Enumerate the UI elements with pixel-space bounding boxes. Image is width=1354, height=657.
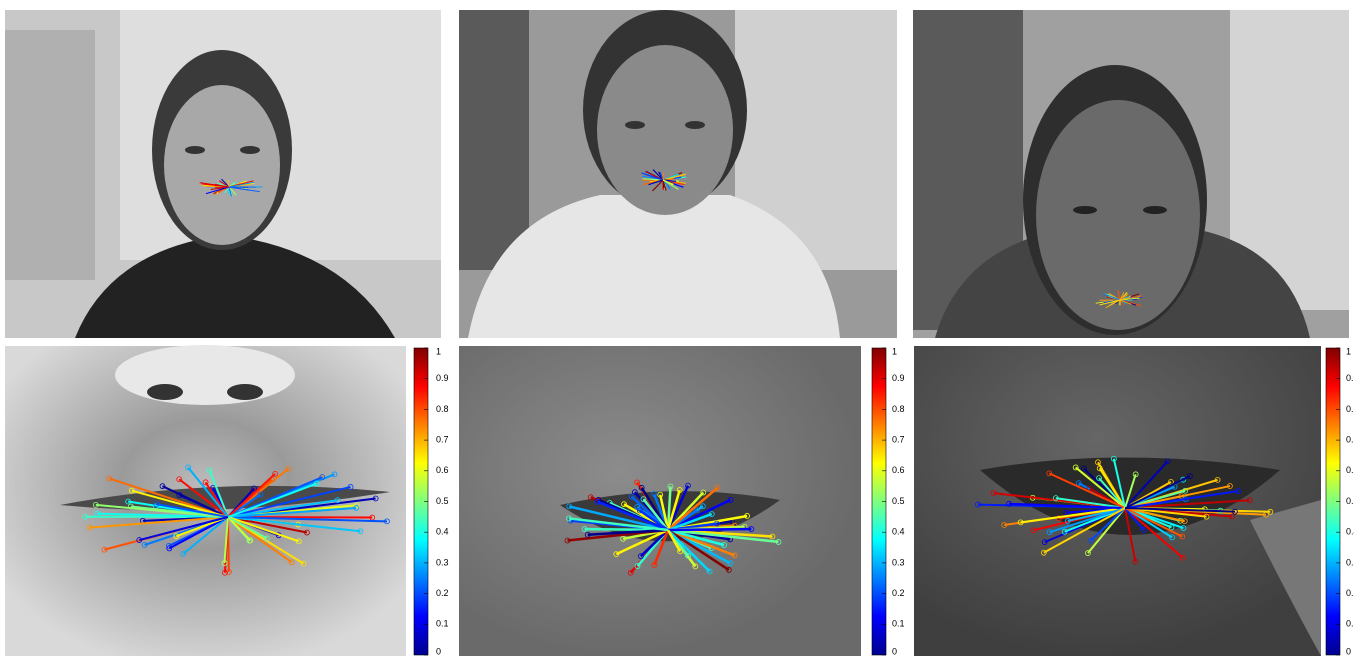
figure: 0 0.1 0.2 0.3 0.4 0.5 0.6 0.7 0.8 0.9 1 0 0.1 0.2 0.3 0… (0, 0, 1354, 657)
motion-vector (668, 529, 751, 530)
colorbar-tick-label: 1 (892, 346, 897, 356)
colorbar-tick-label: 0.9 (892, 373, 905, 383)
colorbar-tick-label: 0.6 (436, 465, 449, 475)
colorbar-tick-label: 0 (436, 646, 441, 656)
colorbar-tick-label: 1 (436, 346, 441, 356)
colorbar-tick-label: 0.2 (1346, 588, 1354, 598)
colorbar-tick-label: 0.3 (436, 557, 449, 567)
colorbar-tick-label: 0.4 (436, 527, 449, 537)
colorbar-tick-label: 0.7 (436, 434, 449, 444)
colorbar-tick-label: 0.7 (892, 434, 905, 444)
colorbar-tick-label: 0.2 (436, 588, 449, 598)
colorbar-tick-label: 0.6 (1346, 465, 1354, 475)
colorbar-tick-label: 0.1 (436, 619, 449, 629)
colorbar-tick-label: 0.3 (1346, 557, 1354, 567)
colorbar-tick-label: 0.5 (436, 496, 449, 506)
colorbar-tick-label: 0.1 (1346, 619, 1354, 629)
motion-vector (663, 173, 664, 180)
colorbar-tick-label: 0.7 (1346, 434, 1354, 444)
colorbar-tick-label: 0.6 (892, 465, 905, 475)
colorbar-tick-label: 0.4 (1346, 527, 1354, 537)
crop-2 (459, 346, 861, 656)
colorbar-tick-label: 0.5 (1346, 496, 1354, 506)
colorbar-tick-label: 0.5 (892, 496, 905, 506)
colorbar-tick-label: 0 (892, 646, 897, 656)
colorbar-tick-label: 0.1 (892, 619, 905, 629)
page: 0 0.1 0.2 0.3 0.4 0.5 0.6 0.7 0.8 0.9 1 0 0.1 0.2 0.3 0… (0, 0, 1354, 657)
colorbar-tick-label: 0.8 (1346, 404, 1354, 414)
colorbar-tick-label: 0.9 (436, 373, 449, 383)
colorbar-tick-label: 0.8 (436, 404, 449, 414)
colorbar-tick-label: 0 (1346, 646, 1351, 656)
colorbar-tick-label: 0.2 (892, 588, 905, 598)
colorbar-tick-label: 0.4 (892, 527, 905, 537)
photo-1 (5, 10, 441, 338)
colorbar-tick-label: 1 (1346, 346, 1351, 356)
colorbar-tick-label: 0.9 (1346, 373, 1354, 383)
colorbar-tick-label: 0.3 (892, 557, 905, 567)
photo-3 (913, 10, 1349, 338)
colorbar-tick-label: 0.8 (892, 404, 905, 414)
